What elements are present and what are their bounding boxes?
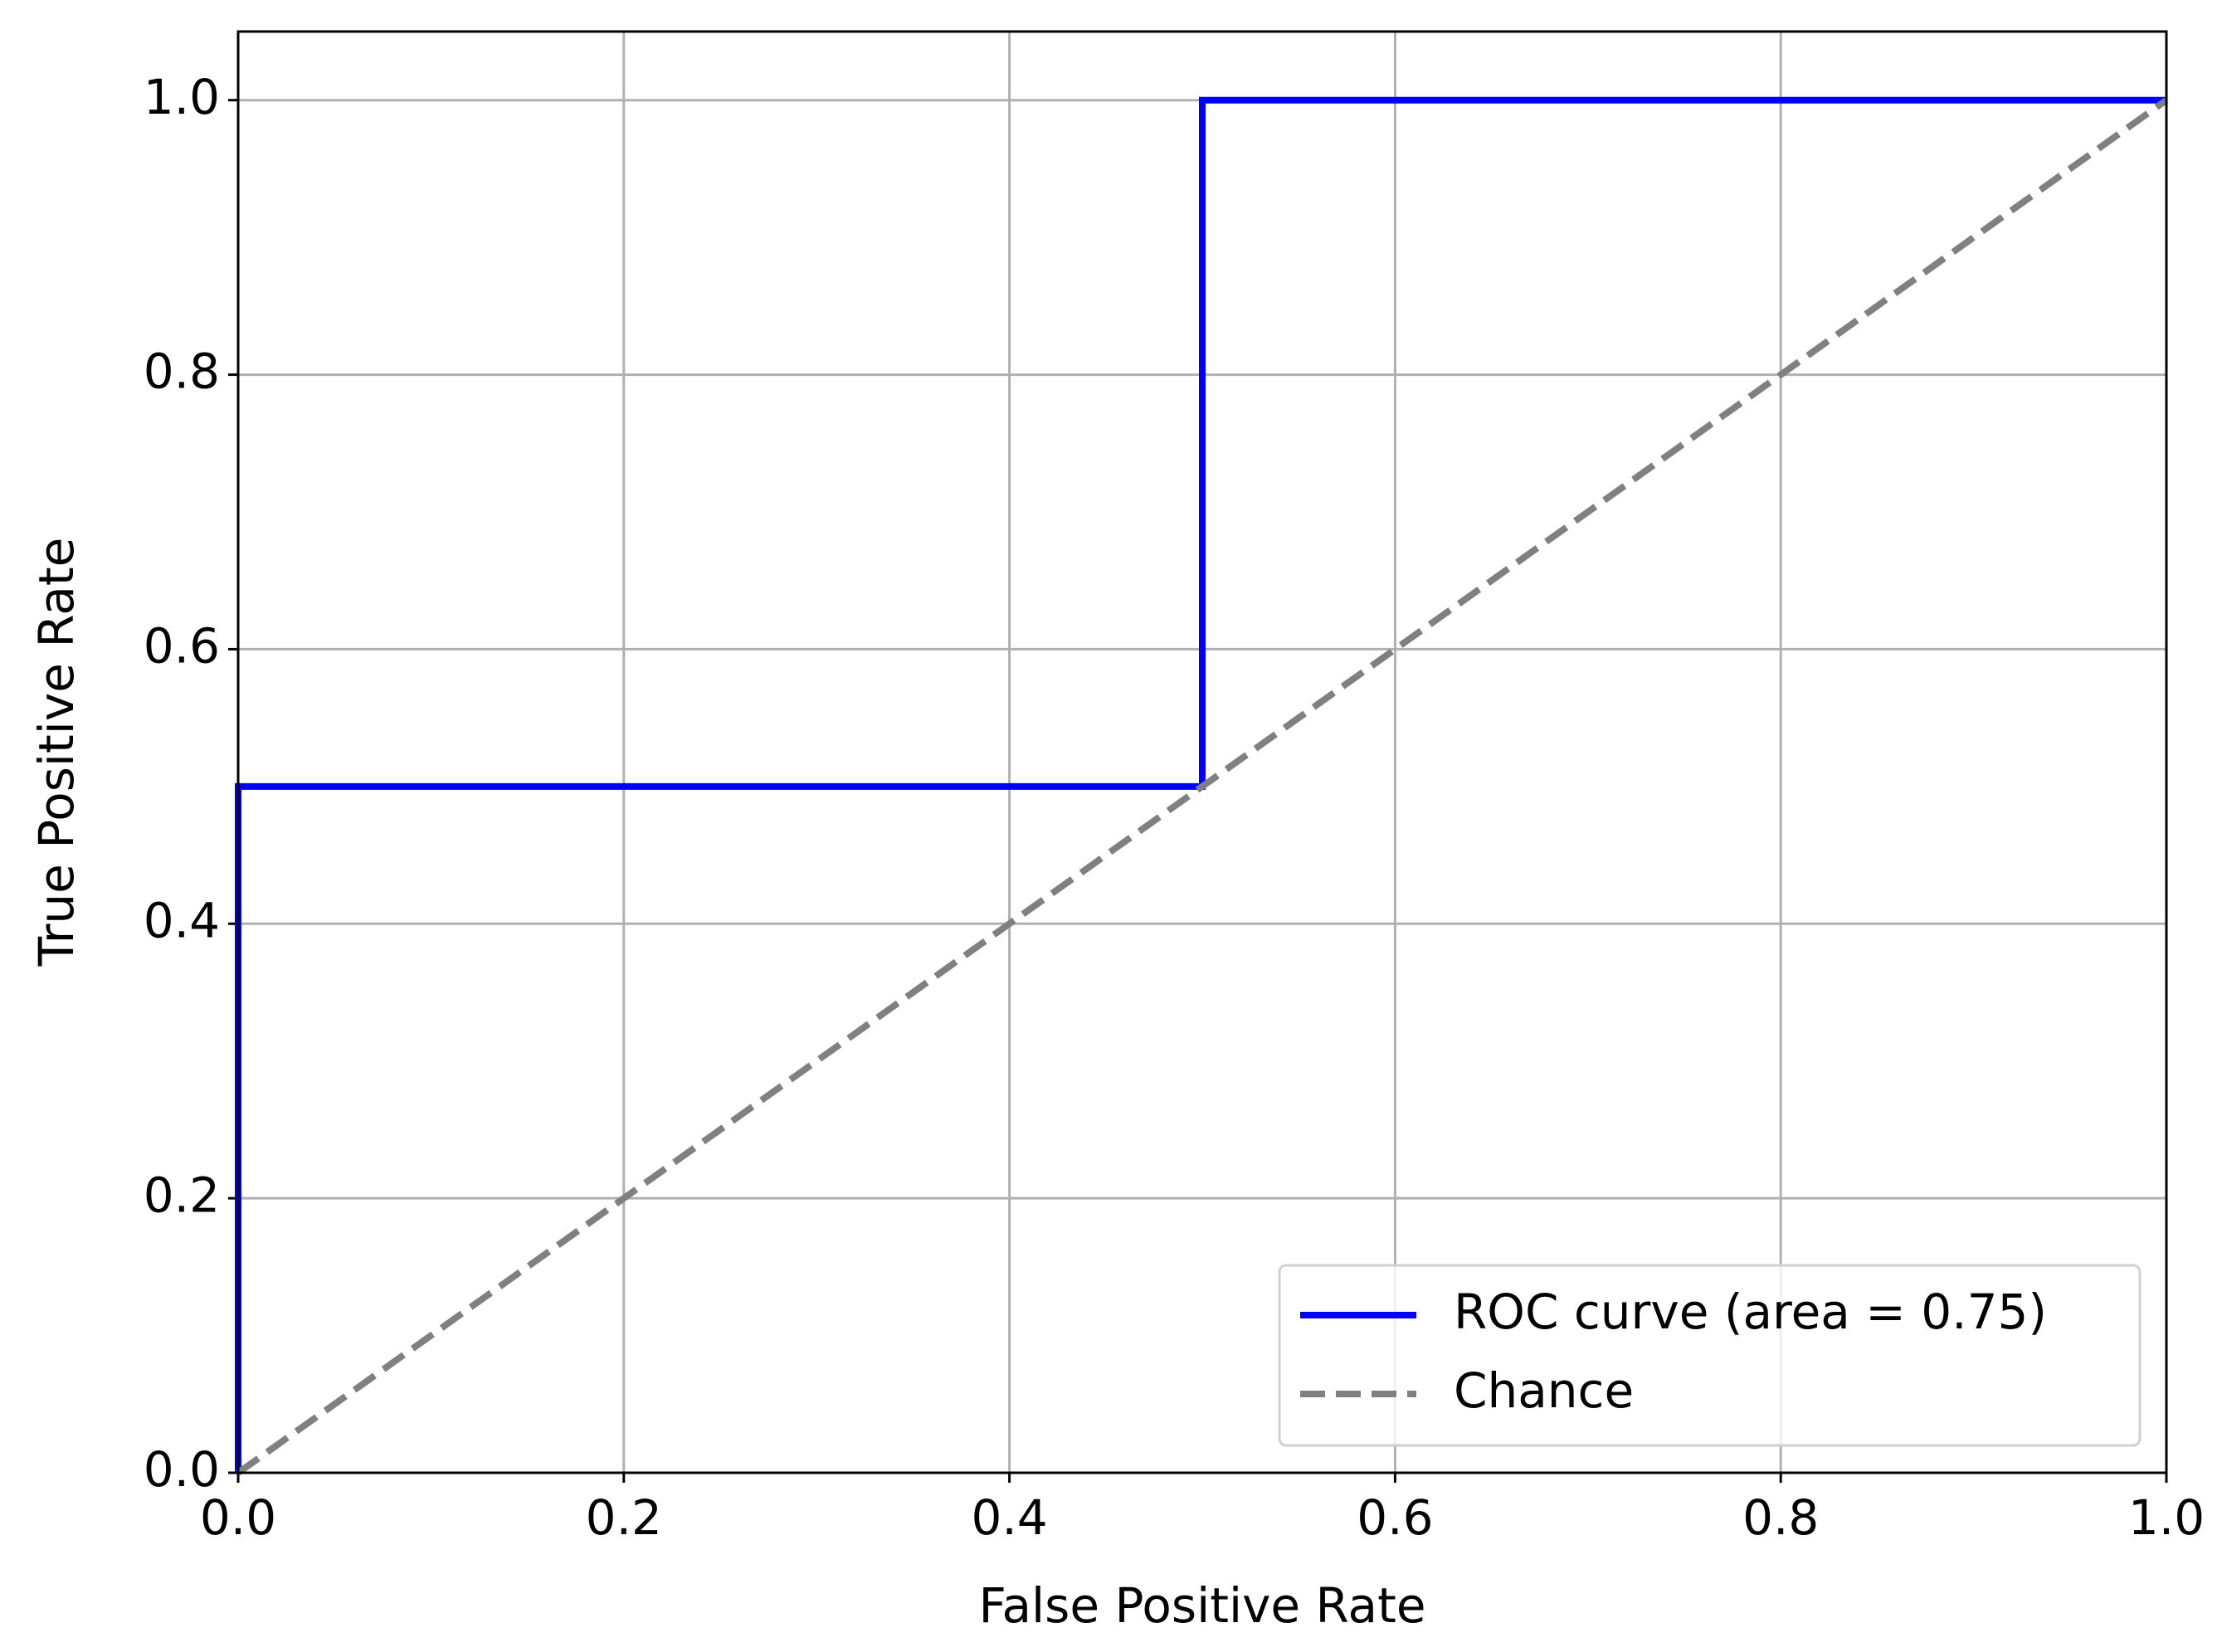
y-tick-label: 0.6 [144, 618, 220, 675]
plot-frame [236, 30, 2168, 1474]
x-tick-label: 0.6 [1357, 1489, 1433, 1546]
y-tick-label: 1.0 [144, 69, 220, 125]
x-tick-label: 0.8 [1742, 1489, 1819, 1546]
x-tick-label: 1.0 [2128, 1489, 2205, 1546]
legend-box [1278, 1264, 2142, 1447]
x-tick-label: 0.2 [586, 1489, 662, 1546]
y-axis-label: True Positive Rate [28, 538, 85, 967]
x-tick-label: 0.4 [971, 1489, 1047, 1546]
y-tick-label: 0.8 [144, 344, 220, 400]
line-series [236, 97, 2169, 1476]
x-axis-label: False Positive Rate [978, 1577, 1425, 1634]
x-tick-label: 0.0 [200, 1489, 276, 1546]
legend-label: ROC curve (area = 0.75) [1454, 1284, 2047, 1340]
y-tick-label: 0.2 [144, 1167, 220, 1223]
legend-label: Chance [1454, 1362, 1634, 1419]
y-tick-label: 0.4 [144, 892, 220, 948]
y-tick-label: 0.0 [144, 1441, 220, 1498]
legend: ROC curve (area = 0.75) Chance [1278, 1264, 2142, 1447]
